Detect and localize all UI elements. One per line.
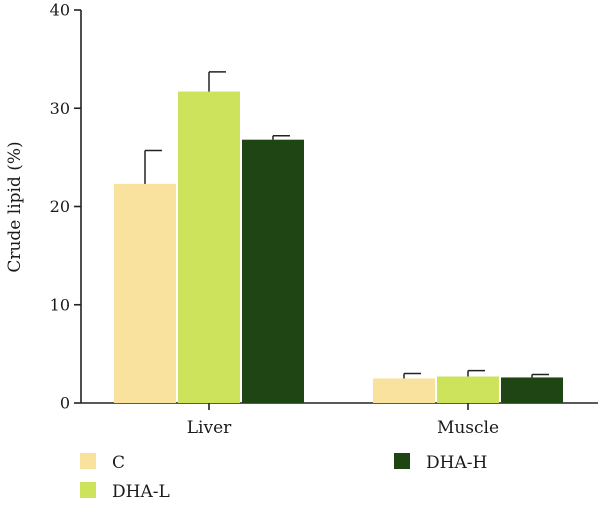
legend-label-dha-l: DHA-L xyxy=(112,482,170,502)
legend-label-c: C xyxy=(112,453,125,473)
bar-c-liver xyxy=(114,183,176,403)
bar-c-muscle xyxy=(373,378,435,403)
y-tick-label-0: 0 xyxy=(60,394,70,413)
legend-swatch-c xyxy=(80,453,96,469)
category-label-muscle: Muscle xyxy=(437,418,499,438)
legend-swatch-dha-h xyxy=(394,453,410,469)
legend-swatch-dha-l xyxy=(80,482,96,498)
bar-dha-h-muscle xyxy=(501,377,563,403)
category-label-liver: Liver xyxy=(187,418,232,438)
y-tick-label-1: 10 xyxy=(50,295,70,314)
bar-dha-h-liver xyxy=(242,139,304,403)
y-tick-label-2: 20 xyxy=(50,197,70,216)
legend: C DHA-L DHA-H xyxy=(80,453,487,502)
bar-dha-l-liver xyxy=(178,91,240,404)
y-tick-label-4: 40 xyxy=(50,1,70,20)
y-axis-title: Crude lipid (%) xyxy=(5,141,25,272)
bars xyxy=(114,91,563,404)
y-tick-label-3: 30 xyxy=(50,99,70,118)
bar-dha-l-muscle xyxy=(437,376,499,403)
error-bars xyxy=(144,71,549,379)
legend-label-dha-h: DHA-H xyxy=(426,453,487,473)
